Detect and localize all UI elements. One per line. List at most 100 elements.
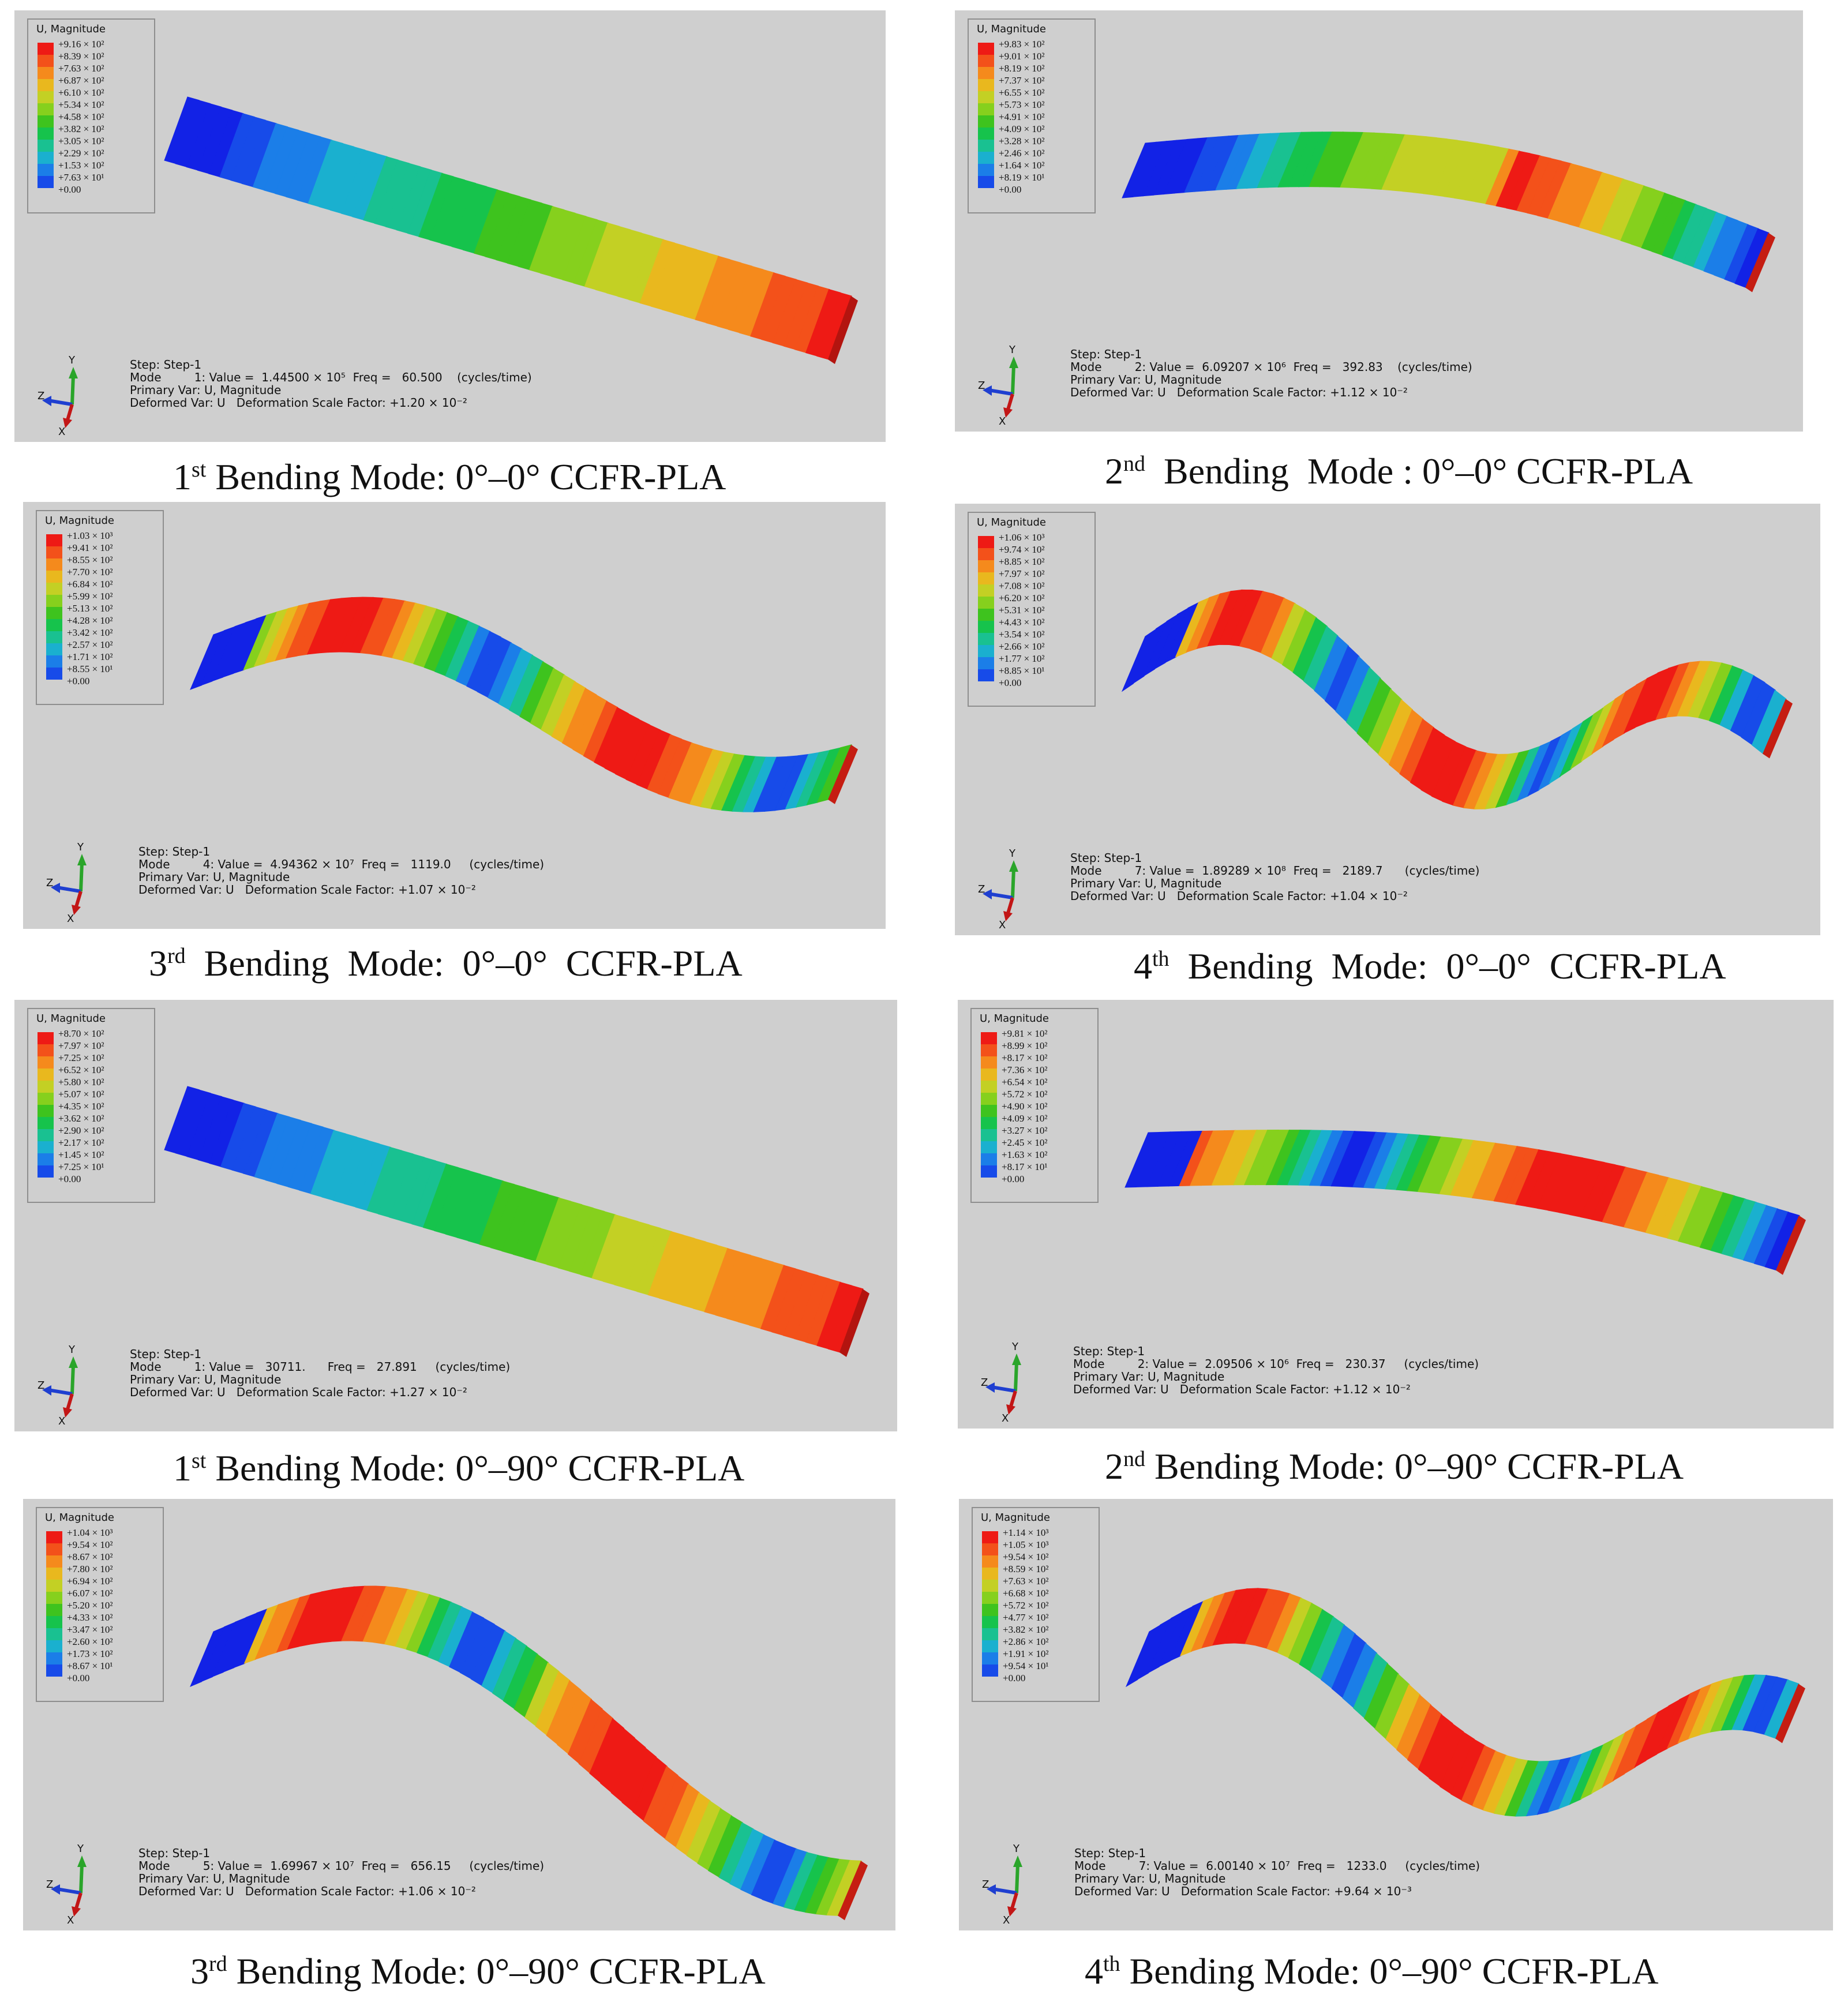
legend-swatch <box>38 55 54 67</box>
legend-swatch <box>46 1531 62 1543</box>
deformed-beam <box>190 1585 868 1921</box>
legend-color-bar <box>46 1531 62 1677</box>
legend-value: +8.19 × 10¹ <box>999 172 1045 183</box>
legend-swatch <box>982 1652 998 1664</box>
caption-ordinal: 4 <box>1134 946 1152 987</box>
legend-value: +3.54 × 10² <box>999 629 1045 640</box>
fea-viewport: U, Magnitude +1.03 × 10³ +9.41 × 10² +8.55 … <box>23 502 886 929</box>
legend-value: +7.63 × 10² <box>1003 1576 1049 1587</box>
legend-value: +1.91 × 10² <box>1003 1648 1049 1659</box>
legend-value: +5.34 × 10² <box>58 99 104 110</box>
contour-legend: U, Magnitude +1.14 × 10³ +1.05 × 10³ +9.54 … <box>972 1507 1100 1702</box>
legend-swatch <box>981 1081 997 1093</box>
svg-text:Y: Y <box>1009 345 1016 356</box>
legend-swatch <box>982 1543 998 1555</box>
legend-swatch <box>38 1069 54 1081</box>
legend-value: +3.28 × 10² <box>999 136 1045 147</box>
caption-ordinal-suffix: nd <box>1123 452 1145 476</box>
legend-value: +3.42 × 10² <box>67 627 113 638</box>
legend-swatch <box>46 571 62 583</box>
legend-swatch <box>38 67 54 79</box>
legend-swatch <box>978 91 994 103</box>
legend-swatch <box>981 1032 997 1044</box>
info-mode: Mode 2: Value = 2.09506 × 10⁶ Freq = 230… <box>1073 1357 1479 1371</box>
legend-value: +4.43 × 10² <box>999 617 1045 628</box>
svg-text:Y: Y <box>1011 1342 1019 1353</box>
deformed-beam <box>1122 132 1775 293</box>
svg-text:Y: Y <box>1013 1844 1020 1855</box>
svg-text:X: X <box>999 919 1006 929</box>
legend-value: +7.97 × 10² <box>58 1040 104 1051</box>
legend-swatch <box>46 1592 62 1604</box>
legend-swatch <box>38 176 54 188</box>
legend-swatch <box>981 1141 997 1153</box>
legend-swatch <box>978 115 994 128</box>
axis-triad-icon: Y Z X <box>978 848 1047 931</box>
legend-value: +7.63 × 10² <box>58 63 104 74</box>
legend-value: +7.25 × 10¹ <box>58 1161 104 1172</box>
panel-caption: 1st Bending Mode: 0°–0° CCFR-PLA <box>173 456 726 498</box>
svg-text:X: X <box>58 1415 65 1426</box>
contour-legend: U, Magnitude +1.06 × 10³ +9.74 × 10² +8.85 … <box>968 512 1096 707</box>
info-mode: Mode 7: Value = 1.89289 × 10⁸ Freq = 218… <box>1070 864 1480 878</box>
svg-text:Z: Z <box>978 380 985 392</box>
caption-ordinal-suffix: st <box>192 458 207 482</box>
deformed-beam <box>164 96 858 364</box>
legend-swatch <box>982 1664 998 1677</box>
panel-caption: 4th Bending Mode: 0°–90° CCFR-PLA <box>1085 1950 1659 1993</box>
svg-text:X: X <box>1003 1914 1010 1925</box>
legend-value: +5.07 × 10² <box>58 1089 104 1100</box>
svg-text:Y: Y <box>77 1844 84 1855</box>
legend-color-bar <box>38 1032 54 1178</box>
beam-segment <box>1548 721 1584 785</box>
legend-swatch <box>46 1543 62 1555</box>
beam-end-face <box>1745 233 1775 293</box>
legend-value: +0.00 <box>999 184 1022 195</box>
legend-value: +8.67 × 10¹ <box>67 1660 113 1671</box>
legend-swatch <box>981 1165 997 1178</box>
legend-value: +9.41 × 10² <box>67 542 113 553</box>
contour-legend: U, Magnitude +1.03 × 10³ +9.41 × 10² +8.55 … <box>36 510 164 705</box>
step-info: Step: Step-1 Mode 2: Value = 6.09207 × 10… <box>1070 348 1472 399</box>
axis-triad-icon: Y Z X <box>46 841 115 925</box>
legend-swatch <box>982 1628 998 1640</box>
caption-ordinal: 2 <box>1105 1446 1123 1487</box>
legend-swatch <box>38 103 54 115</box>
caption-ordinal: 3 <box>190 1951 209 1992</box>
legend-value: +6.10 × 10² <box>58 87 104 98</box>
legend-value: +9.54 × 10² <box>1003 1551 1049 1562</box>
legend-value: +5.31 × 10² <box>999 605 1045 616</box>
legend-value: +3.27 × 10² <box>1002 1125 1048 1136</box>
legend-value: +4.09 × 10² <box>1002 1113 1048 1124</box>
step-info: Step: Step-1 Mode 5: Value = 1.69967 × 10… <box>138 1847 544 1898</box>
legend-value: +0.00 <box>999 677 1022 688</box>
info-primary: Primary Var: U, Magnitude <box>138 870 290 884</box>
panel-caption: 2nd Bending Mode : 0°–0° CCFR-PLA <box>1105 450 1693 493</box>
legend-value: +9.74 × 10² <box>999 544 1045 555</box>
beam-segment <box>1132 620 1168 685</box>
panel-caption: 2nd Bending Mode: 0°–90° CCFR-PLA <box>1105 1445 1684 1488</box>
legend-value: +1.64 × 10² <box>999 160 1045 171</box>
legend-values: +1.04 × 10³ +9.54 × 10² +8.67 × 10² +7.80 ×… <box>67 1527 113 1684</box>
legend-value: +8.85 × 10² <box>999 556 1045 567</box>
info-mode: Mode 1: Value = 30711. Freq = 27.891 (cy… <box>130 1360 511 1374</box>
legend-value: +8.59 × 10² <box>1003 1564 1049 1574</box>
legend-swatch <box>978 176 994 188</box>
legend-swatch <box>38 1105 54 1117</box>
legend-values: +1.06 × 10³ +9.74 × 10² +8.85 × 10² +7.97 ×… <box>999 531 1045 689</box>
legend-swatch <box>46 1616 62 1628</box>
legend-value: +5.73 × 10² <box>999 99 1045 110</box>
legend-value: +2.86 × 10² <box>1003 1636 1049 1647</box>
fea-viewport: U, Magnitude +9.16 × 10² +8.39 × 10² +7.63 … <box>14 10 886 442</box>
caption-ordinal-suffix: rd <box>209 1952 227 1976</box>
legend-swatch <box>38 43 54 55</box>
legend-swatch <box>46 1652 62 1664</box>
legend-swatch <box>38 1081 54 1093</box>
caption-ordinal-suffix: st <box>192 1449 207 1473</box>
legend-swatch <box>38 152 54 164</box>
beam-end-face <box>828 744 858 804</box>
legend-swatch <box>978 572 994 584</box>
legend-value: +6.54 × 10² <box>1002 1077 1048 1088</box>
legend-swatch <box>46 631 62 643</box>
caption-ordinal-suffix: th <box>1103 1952 1120 1976</box>
